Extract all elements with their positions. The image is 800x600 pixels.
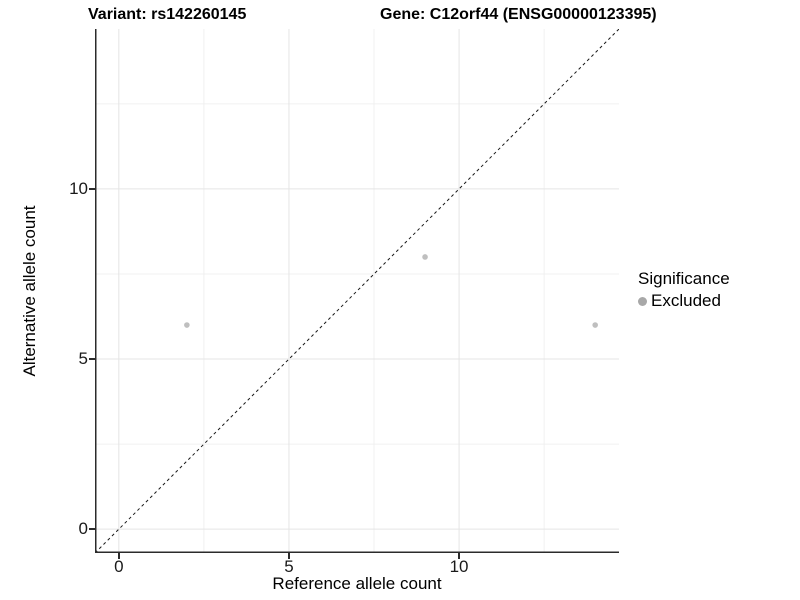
x-tick-mark — [288, 553, 290, 559]
x-axis-title: Reference allele count — [272, 574, 442, 593]
data-point-excluded — [184, 322, 190, 328]
y-tick-mark — [89, 528, 95, 530]
y-tick-label: 10 — [69, 178, 88, 198]
data-point-excluded — [422, 254, 428, 260]
x-tick-label: 10 — [449, 557, 469, 576]
data-point-excluded — [592, 322, 598, 328]
y-tick-mark — [89, 188, 95, 190]
plot-title-variant: Variant: rs142260145 — [88, 6, 247, 23]
y-tick-label: 5 — [78, 349, 88, 369]
plot-panel — [95, 29, 619, 553]
x-tick-mark — [118, 553, 120, 559]
plot-title-gene: Gene: C12orf44 (ENSG00000123395) — [380, 6, 657, 23]
y-axis-title: Alternative allele count — [20, 205, 39, 377]
legend-item-label: Excluded — [651, 291, 721, 310]
y-tick-label: 0 — [78, 519, 88, 539]
x-tick-mark — [458, 553, 460, 559]
scatter-plot-svg — [95, 29, 619, 553]
identity-line — [95, 29, 619, 553]
y-tick-mark — [89, 358, 95, 360]
legend-key-dot-icon — [638, 296, 647, 306]
x-tick-label: 5 — [284, 557, 294, 576]
legend-title: Significance — [638, 269, 730, 288]
legend: Significance Excluded — [638, 268, 730, 311]
legend-item-excluded: Excluded — [638, 291, 730, 311]
x-tick-label: 0 — [114, 557, 124, 576]
